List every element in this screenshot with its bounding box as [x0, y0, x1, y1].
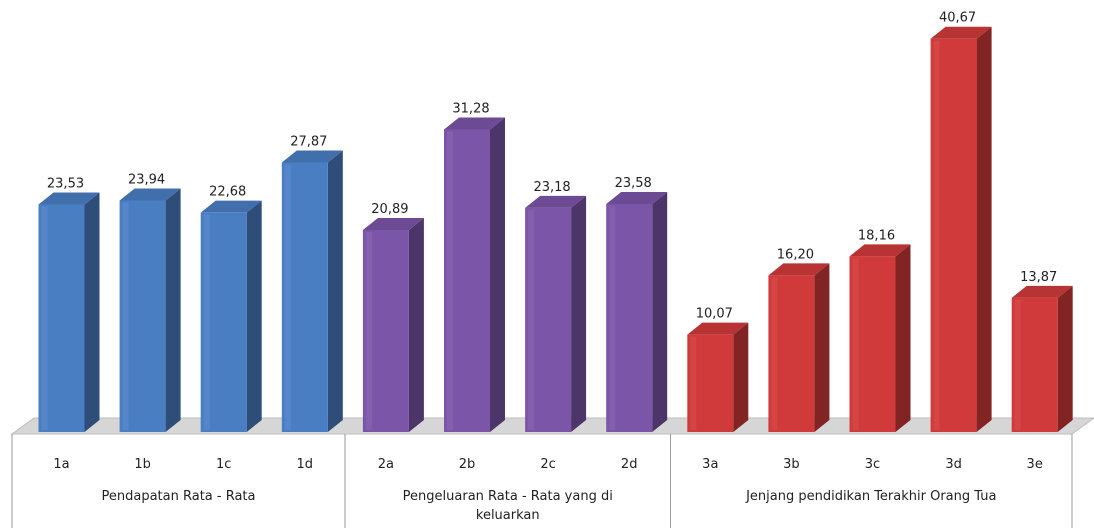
value-label-1c: 22,68	[209, 185, 246, 200]
bar-2c	[525, 195, 587, 432]
value-label-2c: 23,18	[533, 180, 570, 195]
value-label-2a: 20,89	[371, 202, 408, 217]
tick-label-3a: 3a	[702, 457, 718, 472]
group-label-3: Jenjang pendidikan Terakhir Orang Tua	[745, 489, 996, 504]
bar-3d	[930, 26, 992, 432]
tick-label-3c: 3c	[865, 457, 880, 472]
value-label-1b: 23,94	[128, 173, 165, 188]
tick-label-1a: 1a	[53, 457, 69, 472]
value-label-3b: 16,20	[777, 247, 814, 262]
bar-3b	[768, 263, 830, 432]
tick-label-2b: 2b	[459, 457, 476, 472]
tick-label-3b: 3b	[783, 457, 800, 472]
bar-3a	[687, 322, 749, 432]
bar-3c	[849, 244, 911, 432]
tick-label-2c: 2c	[540, 457, 555, 472]
tick-label-3e: 3e	[1027, 457, 1043, 472]
tick-label-1d: 1d	[297, 457, 314, 472]
value-label-1d: 27,87	[290, 134, 327, 149]
value-label-1a: 23,53	[47, 176, 84, 191]
value-label-2b: 31,28	[452, 102, 489, 117]
bar-3e	[1011, 285, 1073, 432]
value-label-3d: 40,67	[939, 11, 976, 26]
value-label-3e: 13,87	[1020, 270, 1057, 285]
tick-label-2d: 2d	[621, 457, 638, 472]
bar-2a	[362, 217, 424, 432]
tick-label-1c: 1c	[216, 457, 231, 472]
bar-1b	[119, 188, 181, 432]
bar-1d	[281, 150, 343, 432]
bar-2b	[444, 117, 505, 432]
value-label-3a: 10,07	[696, 307, 733, 322]
value-label-2d: 23,58	[615, 176, 652, 191]
tick-label-3d: 3d	[945, 457, 962, 472]
group-label-2: Pengeluaran Rata - Rata yang di keluarkan	[403, 489, 613, 523]
bar-2d	[606, 191, 668, 432]
tick-label-2a: 2a	[378, 457, 394, 472]
group-label-1: Pendapatan Rata - Rata	[102, 489, 256, 504]
tick-label-1b: 1b	[134, 457, 151, 472]
value-label-3c: 18,16	[858, 228, 895, 243]
bar-1a	[38, 192, 100, 432]
bar-1c	[200, 200, 262, 432]
